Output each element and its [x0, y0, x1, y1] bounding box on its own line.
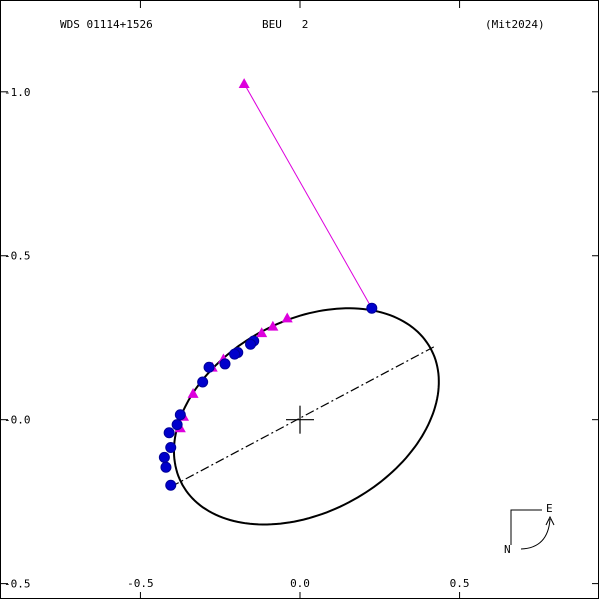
compass-east-label: E: [546, 502, 553, 515]
speckle-point-0: [366, 302, 378, 314]
residual-layer: [243, 83, 373, 309]
speckle-point-11: [165, 442, 177, 454]
compass-north-arm: [510, 509, 542, 545]
micrometric-point-1: [281, 312, 293, 323]
micrometric-point-0: [238, 78, 250, 89]
micrometric-point-2: [267, 320, 279, 331]
line-of-nodes: [170, 345, 436, 488]
x-tick-label-1: 0.0: [290, 577, 310, 590]
discoverer-name: BEU 2: [262, 18, 308, 31]
orbit-layer: [170, 307, 440, 526]
compass-rose: E N: [504, 502, 555, 556]
compass-north-label: N: [504, 543, 511, 556]
speckle-point-9: [171, 419, 183, 431]
residual-line-0: [243, 83, 373, 309]
y-tick-label-2: -0.0: [4, 414, 31, 427]
compass-arrow-icon: [520, 518, 551, 550]
speckle-point-8: [174, 409, 186, 421]
speckle-point-13: [160, 461, 172, 473]
wds-designation: WDS 01114+1526: [60, 18, 153, 31]
y-tick-label-0: -1.0: [4, 86, 31, 99]
speckle-point-10: [163, 427, 175, 439]
speckle-point-7: [197, 376, 209, 388]
micrometric-point-6: [187, 387, 199, 398]
speckle-point-4: [229, 348, 241, 360]
compass-arrow-head-icon: [545, 515, 555, 526]
x-tick-label-2: 0.5: [450, 577, 470, 590]
speckle-point-5: [219, 358, 231, 370]
points-layer: [158, 78, 378, 491]
speckle-point-2: [245, 338, 257, 350]
speckle-point-6: [203, 361, 215, 373]
primary-star-marker: [286, 405, 314, 434]
axis-labels: -0.5 0.0 0.5 -1.0 -0.5 -0.0 -0.5: [4, 86, 470, 591]
speckle-point-14: [165, 479, 177, 491]
y-tick-label-1: -0.5: [4, 250, 31, 263]
y-tick-label-3: -0.5: [4, 578, 31, 591]
micrometric-point-3: [256, 327, 268, 338]
x-tick-label-0: -0.5: [127, 577, 154, 590]
speckle-point-12: [158, 451, 170, 463]
orbit-ellipse: [173, 307, 440, 526]
reference-code: (Mit2024): [485, 18, 545, 31]
